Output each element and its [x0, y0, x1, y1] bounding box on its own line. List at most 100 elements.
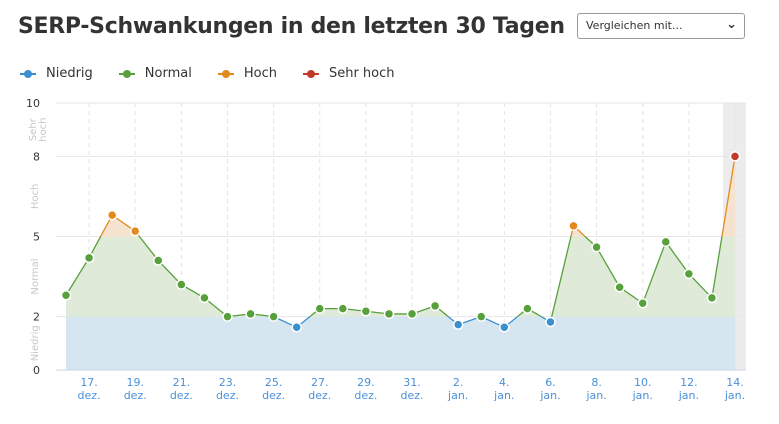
- data-point[interactable]: [314, 303, 326, 314]
- x-tick-label-line: 31.: [403, 376, 421, 389]
- x-tick-label: 29. dez.: [354, 376, 377, 402]
- x-tick-label-line: jan.: [585, 389, 606, 402]
- data-point[interactable]: [729, 151, 741, 162]
- x-tick-label: 10. jan.: [632, 376, 653, 402]
- data-point[interactable]: [637, 298, 648, 309]
- x-tick-label-line: 6.: [545, 376, 556, 389]
- x-tick-label-line: 8.: [591, 376, 602, 389]
- data-point[interactable]: [60, 289, 72, 301]
- x-tick-label: 31. dez.: [401, 376, 424, 402]
- legend: Niedrig Normal Hoch Sehr hoch: [20, 66, 421, 81]
- x-tick-label-line: 10.: [634, 376, 652, 389]
- legend-item-niedrig[interactable]: Niedrig: [20, 66, 93, 81]
- data-point[interactable]: [614, 281, 625, 293]
- band-area-niedrig: [66, 316, 735, 370]
- legend-item-sehr-hoch[interactable]: Sehr hoch: [302, 66, 395, 81]
- data-point[interactable]: [83, 252, 95, 264]
- x-tick-label-line: 14.: [726, 376, 744, 389]
- x-tick-label: 17. dez.: [78, 376, 101, 402]
- data-point[interactable]: [129, 225, 141, 237]
- x-tick-label-line: dez.: [308, 389, 331, 402]
- legend-item-normal[interactable]: Normal: [118, 66, 192, 81]
- x-tick-label: 21. dez.: [170, 376, 193, 402]
- data-point[interactable]: [706, 292, 718, 304]
- legend-marker-icon: [20, 69, 36, 78]
- legend-label: Sehr hoch: [328, 66, 395, 81]
- x-tick-label-line: jan.: [632, 389, 653, 402]
- data-point[interactable]: [268, 311, 279, 322]
- x-tick-label-line: jan.: [493, 389, 514, 402]
- data-point[interactable]: [153, 255, 164, 266]
- x-tick-label-line: 12.: [680, 376, 698, 389]
- x-tick-label-line: jan.: [724, 389, 745, 402]
- x-tick-label-line: dez.: [124, 389, 147, 402]
- x-tick-label-line: dez.: [170, 389, 193, 402]
- band-label-line: hoch: [38, 118, 49, 142]
- x-tick-label-line: 29.: [357, 376, 375, 389]
- data-point[interactable]: [337, 303, 349, 314]
- data-point[interactable]: [176, 279, 187, 290]
- data-point[interactable]: [360, 306, 372, 317]
- x-tick-label: 12. jan.: [678, 376, 699, 402]
- band-label: Hoch: [30, 184, 41, 209]
- data-point[interactable]: [245, 308, 256, 320]
- x-tick-label-line: 19.: [126, 376, 144, 389]
- compare-label: Vergleichen mit...: [586, 19, 683, 32]
- x-tick-label-line: dez.: [401, 389, 424, 402]
- data-point[interactable]: [660, 236, 672, 248]
- x-tick-label-line: dez.: [262, 389, 285, 402]
- legend-label: Niedrig: [46, 66, 93, 81]
- x-tick-label-line: dez.: [78, 389, 101, 402]
- x-tick-label: 4. jan.: [493, 376, 514, 402]
- legend-marker-icon: [302, 69, 319, 78]
- x-tick-label: 23. dez.: [216, 376, 239, 402]
- data-point[interactable]: [475, 311, 487, 322]
- band-label: Sehrhoch: [28, 117, 49, 142]
- legend-item-hoch[interactable]: Hoch: [217, 66, 277, 81]
- data-point[interactable]: [545, 316, 556, 328]
- page-title: SERP-Schwankungen in den letzten 30 Tage…: [18, 14, 565, 39]
- band-label-line: Sehr: [28, 117, 39, 141]
- data-point[interactable]: [452, 319, 464, 330]
- x-tick-label-line: 27.: [311, 376, 329, 389]
- data-point[interactable]: [522, 303, 533, 314]
- x-tick-label: 8. jan.: [585, 376, 606, 402]
- x-tick-label: 19. dez.: [124, 376, 147, 402]
- y-tick-label: 5: [33, 231, 40, 244]
- band-label: Normal: [30, 258, 41, 294]
- legend-marker-icon: [217, 69, 234, 78]
- x-tick-label-line: jan.: [678, 389, 699, 402]
- data-point[interactable]: [429, 300, 441, 312]
- compare-dropdown[interactable]: Vergleichen mit... ⌄: [577, 13, 745, 39]
- data-point[interactable]: [591, 241, 602, 253]
- x-tick-label-line: 25.: [265, 376, 283, 389]
- data-point[interactable]: [683, 268, 695, 280]
- x-tick-label-line: 23.: [219, 376, 237, 389]
- y-tick-label: 2: [33, 311, 40, 324]
- x-tick-label-line: dez.: [354, 389, 377, 402]
- x-tick-label-line: 17.: [80, 376, 98, 389]
- data-point[interactable]: [106, 209, 118, 221]
- legend-marker-icon: [118, 69, 135, 78]
- band-area-normal: [66, 236, 735, 317]
- data-point[interactable]: [291, 322, 302, 333]
- data-point[interactable]: [199, 292, 210, 304]
- x-tick-label-line: dez.: [216, 389, 239, 402]
- x-tick-label-line: 4.: [499, 376, 510, 389]
- x-tick-label: 2. jan.: [447, 376, 468, 402]
- x-tick-label-line: jan.: [447, 389, 468, 402]
- x-tick-label-line: 2.: [453, 376, 464, 389]
- data-point[interactable]: [499, 322, 510, 333]
- x-tick-label-line: 21.: [173, 376, 191, 389]
- x-tick-label: 25. dez.: [262, 376, 285, 402]
- data-point[interactable]: [568, 220, 579, 232]
- data-point[interactable]: [383, 308, 395, 320]
- x-tick-label: 6. jan.: [539, 376, 560, 402]
- x-tick-label-line: jan.: [539, 389, 560, 402]
- data-point[interactable]: [222, 311, 233, 322]
- y-tick-label: 0: [33, 364, 40, 377]
- band-label: Niedrig: [30, 325, 41, 361]
- data-point[interactable]: [406, 308, 418, 320]
- x-tick-label: 27. dez.: [308, 376, 331, 402]
